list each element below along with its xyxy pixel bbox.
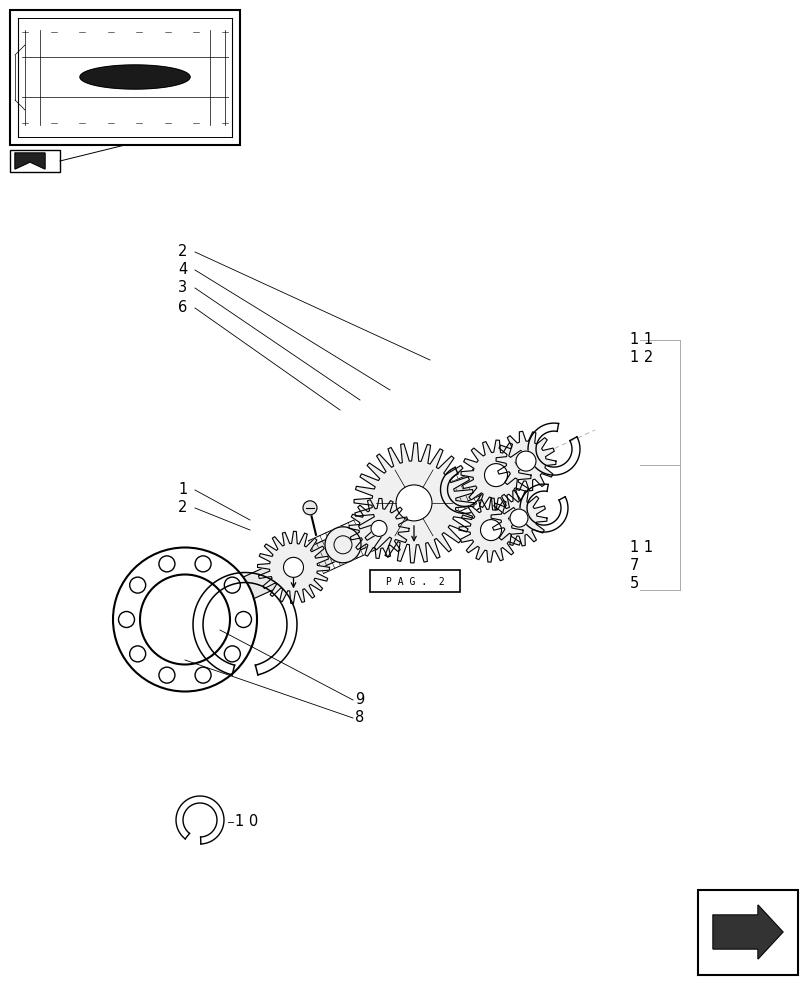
Circle shape <box>324 527 361 563</box>
Circle shape <box>159 556 174 572</box>
Circle shape <box>509 509 527 527</box>
Bar <box>10 150 60 172</box>
Text: 1 0: 1 0 <box>234 814 258 829</box>
Polygon shape <box>496 431 556 491</box>
Circle shape <box>480 520 501 541</box>
Circle shape <box>396 485 431 521</box>
Text: 6: 6 <box>178 300 187 316</box>
Polygon shape <box>491 490 547 546</box>
Polygon shape <box>354 443 474 563</box>
Text: 8: 8 <box>354 710 364 726</box>
Text: 1 1: 1 1 <box>629 540 652 556</box>
Polygon shape <box>257 531 329 603</box>
Circle shape <box>303 501 316 515</box>
Circle shape <box>118 611 135 628</box>
Polygon shape <box>712 905 782 959</box>
Text: 9: 9 <box>354 692 364 708</box>
Circle shape <box>224 577 240 593</box>
Circle shape <box>130 577 145 593</box>
Bar <box>10 10 240 145</box>
Polygon shape <box>80 65 190 89</box>
Text: 1 2: 1 2 <box>629 351 652 365</box>
Polygon shape <box>458 498 522 562</box>
Circle shape <box>371 520 387 536</box>
Circle shape <box>515 451 535 471</box>
Circle shape <box>224 646 240 662</box>
Text: 1: 1 <box>178 483 187 497</box>
Text: 7: 7 <box>629 558 638 574</box>
Circle shape <box>113 548 257 692</box>
Polygon shape <box>221 450 532 609</box>
Circle shape <box>235 611 251 628</box>
Polygon shape <box>15 153 45 169</box>
FancyBboxPatch shape <box>370 570 460 592</box>
Text: 5: 5 <box>629 576 638 591</box>
Circle shape <box>159 667 174 683</box>
Text: 2: 2 <box>178 244 187 259</box>
Text: 1 1: 1 1 <box>629 332 652 348</box>
Circle shape <box>130 646 145 662</box>
Circle shape <box>195 556 211 572</box>
Text: P A G .  2: P A G . 2 <box>385 577 444 587</box>
Bar <box>697 890 797 975</box>
Text: 3: 3 <box>178 280 187 296</box>
Text: 2: 2 <box>178 500 187 516</box>
Polygon shape <box>349 498 409 558</box>
Polygon shape <box>461 440 530 510</box>
Circle shape <box>195 667 211 683</box>
Text: 4: 4 <box>178 262 187 277</box>
Circle shape <box>283 557 303 577</box>
Circle shape <box>484 464 507 487</box>
